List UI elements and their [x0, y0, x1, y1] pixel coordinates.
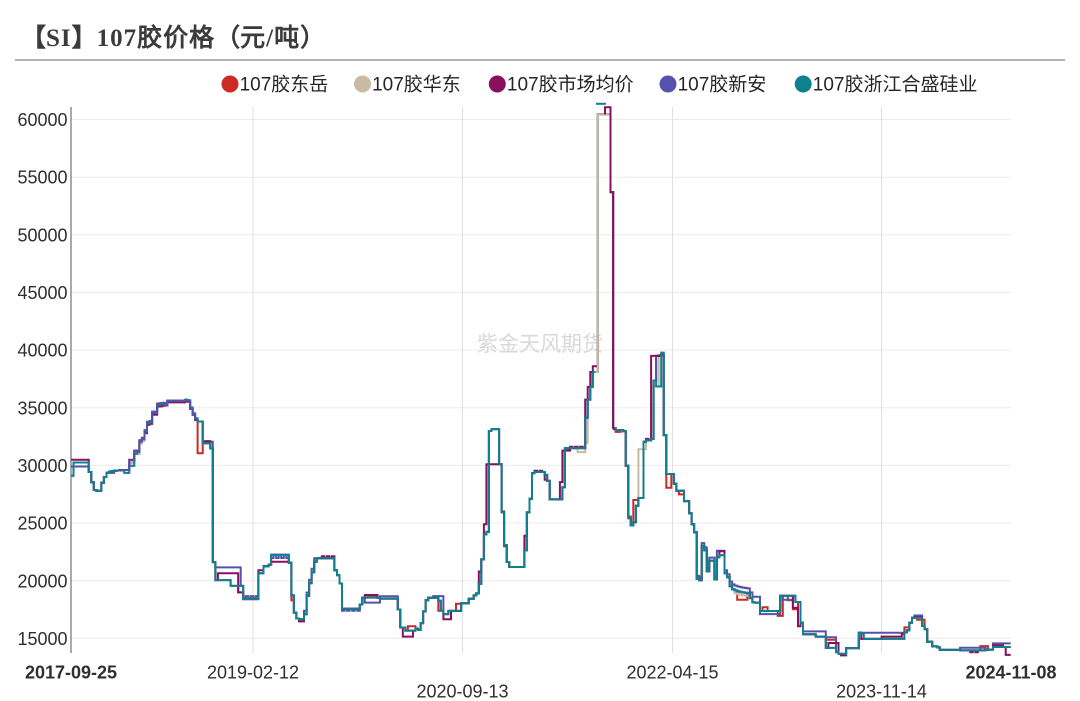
- svg-text:2017-09-25: 2017-09-25: [25, 663, 117, 683]
- svg-text:40000: 40000: [17, 341, 67, 361]
- svg-text:20000: 20000: [17, 571, 67, 591]
- svg-text:紫金天风期货: 紫金天风期货: [477, 333, 603, 356]
- svg-text:2022-04-15: 2022-04-15: [626, 663, 718, 683]
- svg-text:107胶新安: 107胶新安: [678, 74, 767, 96]
- svg-text:35000: 35000: [17, 398, 67, 418]
- svg-text:60000: 60000: [17, 110, 67, 130]
- svg-text:107胶市场均价: 107胶市场均价: [507, 74, 634, 96]
- svg-text:2023-11-14: 2023-11-14: [836, 682, 927, 701]
- svg-text:25000: 25000: [17, 514, 67, 534]
- svg-text:2024-11-08: 2024-11-08: [965, 663, 1056, 683]
- svg-text:55000: 55000: [17, 168, 67, 188]
- svg-text:50000: 50000: [17, 225, 67, 245]
- svg-text:2019-02-12: 2019-02-12: [207, 663, 299, 683]
- svg-text:2020-09-13: 2020-09-13: [416, 682, 508, 701]
- svg-text:107胶浙江合盛硅业: 107胶浙江合盛硅业: [813, 74, 978, 96]
- svg-text:30000: 30000: [17, 456, 67, 476]
- svg-text:45000: 45000: [17, 283, 67, 303]
- svg-text:107胶东岳: 107胶东岳: [240, 74, 329, 96]
- svg-text:15000: 15000: [17, 629, 67, 649]
- svg-text:107胶华东: 107胶华东: [372, 74, 461, 96]
